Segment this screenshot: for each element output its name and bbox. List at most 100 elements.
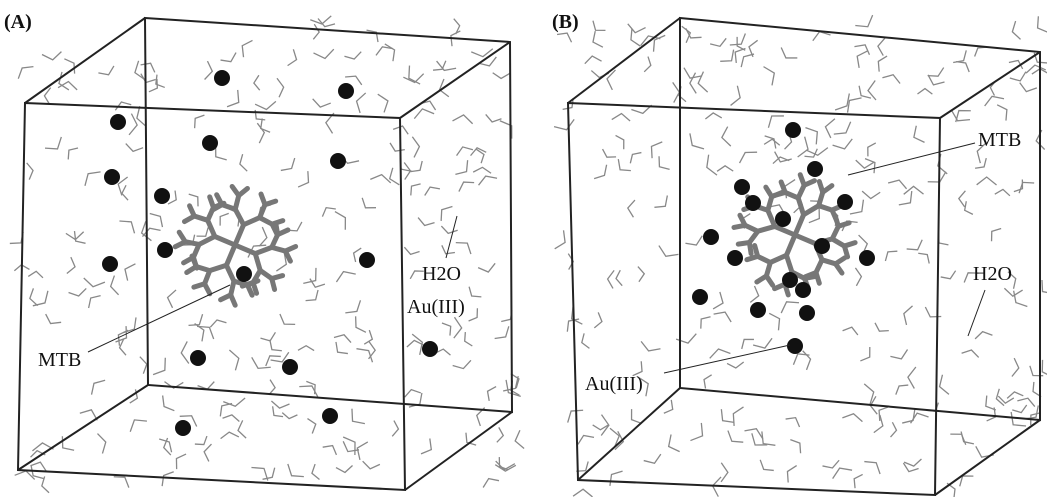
au-ion — [338, 83, 354, 99]
water — [45, 137, 61, 149]
water — [651, 142, 662, 158]
annotation: Au(III) — [585, 373, 643, 395]
water — [914, 126, 925, 143]
water — [710, 349, 731, 358]
dendrimer-bond — [175, 242, 185, 247]
au-ion — [703, 229, 719, 245]
au-ion — [814, 238, 830, 254]
dendrimer-bond — [800, 175, 804, 186]
water — [762, 431, 776, 445]
dendrimer-bond — [774, 192, 785, 195]
water — [644, 57, 651, 72]
water — [554, 119, 574, 129]
water — [425, 187, 440, 195]
water — [414, 109, 434, 119]
dendrimer-bond — [205, 284, 210, 294]
leader-line — [968, 290, 985, 336]
water — [928, 172, 946, 182]
au-ion — [782, 272, 798, 288]
water — [345, 300, 360, 313]
water — [714, 312, 732, 322]
au-ion — [330, 153, 346, 169]
water — [673, 82, 680, 102]
au-ion — [190, 350, 206, 366]
au-ion — [175, 420, 191, 436]
water — [46, 314, 61, 323]
leader-line — [88, 285, 230, 352]
water — [628, 200, 635, 217]
water — [798, 137, 808, 157]
au-ion — [422, 341, 438, 357]
water — [917, 89, 932, 95]
water — [441, 226, 457, 233]
dendrimer-bond — [749, 243, 751, 254]
water — [685, 236, 702, 245]
water — [1012, 21, 1020, 39]
water — [92, 380, 106, 394]
water — [135, 61, 145, 80]
dendrimer-bond — [775, 226, 795, 235]
water — [918, 253, 929, 263]
water — [240, 154, 247, 171]
box-edge — [25, 18, 145, 103]
water — [593, 31, 603, 47]
water — [336, 272, 355, 282]
water — [1030, 366, 1043, 376]
water — [965, 201, 973, 214]
water — [137, 106, 146, 126]
water — [515, 430, 524, 448]
water — [825, 119, 834, 138]
water — [864, 384, 874, 404]
water — [638, 267, 644, 282]
water — [221, 432, 239, 438]
leader-line — [664, 345, 790, 373]
dendrimer-bond — [226, 245, 235, 265]
water — [409, 66, 420, 84]
water — [42, 52, 61, 60]
water — [727, 362, 744, 368]
water — [421, 438, 431, 453]
water — [411, 161, 423, 172]
simulation-box-a — [18, 18, 512, 490]
water — [27, 163, 33, 180]
water — [1019, 182, 1034, 193]
water — [495, 465, 516, 471]
water — [925, 307, 941, 317]
water — [150, 213, 163, 227]
water — [390, 168, 400, 185]
box-back — [680, 18, 1040, 420]
water — [15, 471, 35, 480]
dendrimer-bond — [215, 236, 235, 245]
water — [313, 49, 333, 58]
water — [995, 189, 1010, 195]
annotation: MTB — [38, 349, 81, 371]
water — [690, 423, 702, 441]
water — [834, 122, 851, 134]
au-ion — [154, 188, 170, 204]
au-ion — [734, 179, 750, 195]
water — [197, 227, 209, 236]
water — [721, 409, 734, 422]
dendrimer-bond — [795, 235, 815, 244]
water — [282, 413, 297, 419]
water — [307, 419, 315, 434]
water — [975, 47, 987, 56]
water — [855, 268, 861, 286]
water — [465, 332, 473, 346]
dendrimer-bond — [768, 210, 775, 226]
water — [97, 434, 105, 454]
au-ion — [236, 266, 252, 282]
water — [896, 385, 908, 395]
water — [1038, 16, 1047, 32]
water — [501, 310, 512, 322]
water — [271, 401, 289, 408]
water — [641, 341, 660, 350]
water — [181, 341, 189, 363]
water — [454, 317, 462, 338]
water — [479, 176, 498, 185]
water — [833, 139, 853, 149]
water — [835, 94, 849, 110]
water — [176, 454, 186, 469]
dendrimer-bond — [285, 246, 295, 251]
dendrimer-bond — [255, 247, 271, 253]
